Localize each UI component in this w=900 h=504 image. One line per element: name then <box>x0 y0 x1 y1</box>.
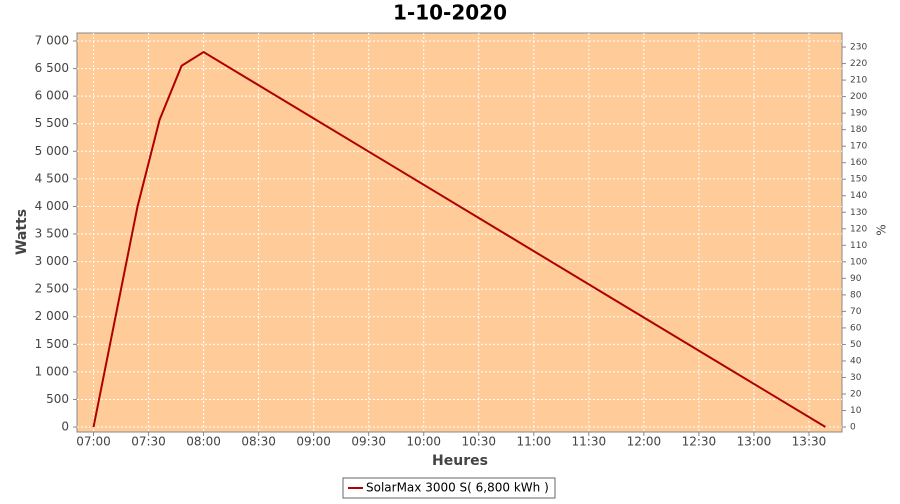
y-tick-label: 1 000 <box>35 364 69 378</box>
y2-tick-label: 0 <box>850 423 856 433</box>
x-tick-label: 10:30 <box>461 435 496 449</box>
x-tick-label: 13:00 <box>737 435 772 449</box>
x-tick-label: 07:30 <box>131 435 166 449</box>
y-tick-label: 3 500 <box>35 227 69 241</box>
x-tick-label: 08:00 <box>186 435 221 449</box>
y-tick-label: 3 000 <box>35 254 69 268</box>
x-tick-label: 07:00 <box>76 435 111 449</box>
legend-label: SolarMax 3000 S( 6,800 kWh ) <box>366 481 549 495</box>
x-tick-label: 10:00 <box>406 435 441 449</box>
y2-tick-label: 20 <box>850 390 862 400</box>
series-line <box>92 50 827 428</box>
y-axis-label: Watts <box>14 209 30 255</box>
plot-area <box>76 32 843 433</box>
y2-tick-label: 160 <box>850 158 867 168</box>
y2-tick-label: 10 <box>850 406 862 416</box>
y-tick-label: 2 000 <box>35 309 69 323</box>
y2-tick-label: 180 <box>850 125 867 135</box>
y2-tick-label: 130 <box>850 208 867 218</box>
y2-tick-label: 30 <box>850 373 862 383</box>
x-tick-label: 09:30 <box>351 435 386 449</box>
y-tick-label: 4 500 <box>35 171 69 185</box>
y2-tick-label: 230 <box>850 43 867 53</box>
x-tick-label: 08:30 <box>241 435 276 449</box>
y-tick-label: 5 500 <box>35 116 69 130</box>
x-tick-label: 13:30 <box>792 435 827 449</box>
y-tick-label: 1 500 <box>35 337 69 351</box>
legend <box>342 477 556 499</box>
y2-tick-label: 120 <box>850 224 867 234</box>
y2-tick-label: 210 <box>850 76 867 86</box>
y2-tick-label: 190 <box>850 109 867 119</box>
y2-tick-label: 170 <box>850 142 867 152</box>
y2-tick-label: 70 <box>850 307 862 317</box>
x-tick-label: 11:00 <box>517 435 552 449</box>
y2-tick-label: 150 <box>850 175 867 185</box>
x-tick-label: 12:30 <box>682 435 717 449</box>
y2-tick-label: 60 <box>850 323 862 333</box>
y2-tick-label: 200 <box>850 92 867 102</box>
y2-tick-label: 80 <box>850 290 862 300</box>
y-tick-label: 500 <box>46 392 69 406</box>
y-tick-label: 7 000 <box>35 33 69 47</box>
y2-tick-label: 90 <box>850 274 862 284</box>
x-tick-label: 12:00 <box>627 435 662 449</box>
x-axis-label: Heures <box>432 453 488 469</box>
y2-tick-label: 110 <box>850 241 867 251</box>
x-tick-label: 09:00 <box>296 435 331 449</box>
y2-tick-label: 40 <box>850 356 862 366</box>
y2-tick-label: 220 <box>850 59 867 69</box>
y-tick-label: 4 000 <box>35 199 69 213</box>
y-tick-label: 6 000 <box>35 89 69 103</box>
y-tick-label: 0 <box>61 420 69 434</box>
y-tick-label: 5 000 <box>35 144 69 158</box>
y2-tick-label: 140 <box>850 191 867 201</box>
y-tick-label: 2 500 <box>35 282 69 296</box>
chart-title: 1-10-2020 <box>393 1 507 25</box>
y2-tick-label: 50 <box>850 340 862 350</box>
y2-axis-label: % <box>875 224 889 235</box>
x-tick-label: 11:30 <box>572 435 607 449</box>
y-tick-label: 6 500 <box>35 61 69 75</box>
y2-tick-label: 100 <box>850 257 867 267</box>
